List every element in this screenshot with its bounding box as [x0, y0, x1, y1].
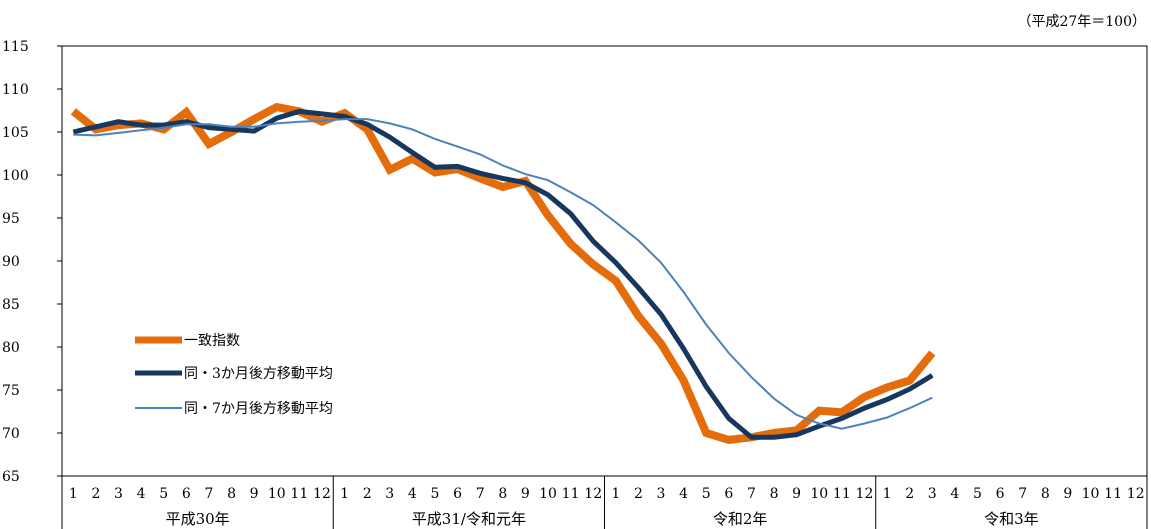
- y-tick-label: 80: [2, 340, 20, 356]
- x-tick-label: 4: [408, 486, 417, 502]
- x-tick-label: 8: [770, 486, 779, 502]
- year-label: 平成30年: [166, 510, 230, 528]
- x-tick-label: 5: [431, 486, 440, 502]
- x-tick-label: 8: [498, 486, 507, 502]
- x-tick-label: 6: [996, 486, 1005, 502]
- x-tick-label: 7: [204, 486, 213, 502]
- series-layer: [70, 102, 936, 444]
- x-tick-label: 3: [114, 486, 123, 502]
- series-line-coincident-index: [70, 102, 936, 444]
- x-tick-label: 10: [810, 486, 828, 502]
- x-tick-label: 2: [91, 486, 100, 502]
- x-tick-label: 11: [562, 486, 580, 502]
- legend-label-3month-average: 同・3か月後方移動平均: [184, 366, 333, 382]
- x-tick-label: 7: [476, 486, 485, 502]
- x-tick-label: 12: [856, 486, 874, 502]
- x-tick-label: 6: [453, 486, 462, 502]
- x-tick-label: 10: [1082, 486, 1100, 502]
- legend-label-7month-average: 同・7か月後方移動平均: [184, 401, 333, 417]
- plot-area: [61, 45, 1148, 477]
- y-tick-label: 75: [2, 383, 20, 399]
- x-tick-label: 12: [1127, 486, 1145, 502]
- x-tick-label: 10: [539, 486, 557, 502]
- x-tick-label: 5: [702, 486, 711, 502]
- x-tick-label: 2: [905, 486, 914, 502]
- x-tick-label: 1: [69, 486, 78, 502]
- x-tick-label: 11: [833, 486, 851, 502]
- x-tick-label: 6: [724, 486, 733, 502]
- x-tick-label: 1: [883, 486, 892, 502]
- series-line-7month-average: [73, 118, 933, 430]
- y-tick-label: 105: [2, 125, 29, 141]
- x-tick-label: 7: [747, 486, 756, 502]
- y-tick-label: 110: [2, 82, 29, 98]
- x-tick-label: 7: [1018, 486, 1027, 502]
- x-tick-label: 12: [584, 486, 602, 502]
- x-tick-label: 3: [385, 486, 394, 502]
- y-tick-label: 100: [2, 168, 29, 184]
- legend: 一致指数 同・3か月後方移動平均 同・7か月後方移動平均: [135, 333, 333, 417]
- y-tick-label: 95: [2, 211, 20, 227]
- x-tick-label: 11: [1104, 486, 1122, 502]
- x-tick-label: 11: [290, 486, 308, 502]
- y-tick-label: 70: [2, 426, 20, 442]
- x-tick-label: 4: [137, 486, 146, 502]
- x-tick-label: 5: [973, 486, 982, 502]
- x-tick-label: 8: [1041, 486, 1050, 502]
- x-tick-label: 8: [227, 486, 236, 502]
- x-tick-label: 10: [268, 486, 286, 502]
- x-tick-label: 4: [950, 486, 959, 502]
- y-axis: 115 110 105 100 95 90 85 80 75 70 65: [2, 39, 62, 485]
- x-tick-label: 9: [250, 486, 259, 502]
- x-tick-label: 3: [657, 486, 666, 502]
- y-tick-label: 65: [2, 469, 20, 485]
- x-tick-label: 1: [340, 486, 349, 502]
- x-tick-label: 9: [792, 486, 801, 502]
- x-tick-label: 3: [928, 486, 937, 502]
- x-tick-label: 2: [363, 486, 372, 502]
- year-label: 令和2年: [713, 510, 768, 528]
- x-tick-label: 5: [159, 486, 168, 502]
- x-tick-label: 2: [634, 486, 643, 502]
- x-tick-label: 6: [182, 486, 191, 502]
- y-tick-label: 90: [2, 254, 20, 270]
- series-line-3month-average: [72, 108, 934, 440]
- x-tick-label: 12: [313, 486, 331, 502]
- plot-border: [61, 45, 1148, 477]
- year-label: 平成31/令和元年: [412, 510, 526, 528]
- x-tick-label: 9: [1063, 486, 1072, 502]
- legend-label-coincident-index: 一致指数: [184, 333, 240, 349]
- y-tick-label: 85: [2, 297, 20, 313]
- x-tick-label: 9: [521, 486, 530, 502]
- x-tick-label: 1: [611, 486, 620, 502]
- x-tick-label: 4: [679, 486, 688, 502]
- year-label: 令和3年: [984, 510, 1039, 528]
- unit-note: （平成27年＝100）: [1017, 14, 1146, 30]
- y-tick-label: 115: [2, 39, 29, 55]
